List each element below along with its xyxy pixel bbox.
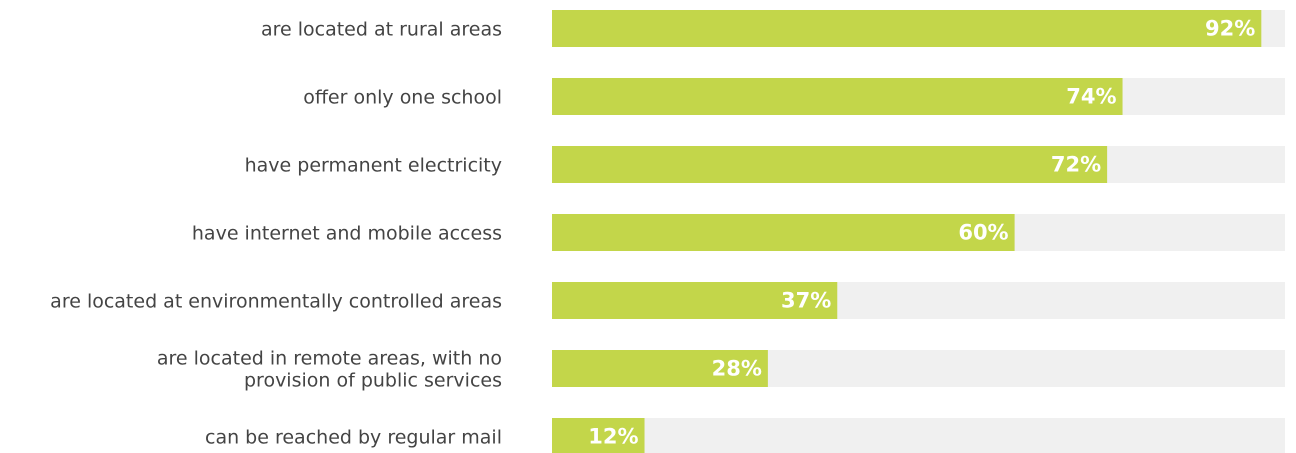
value-label: 92% bbox=[1205, 17, 1255, 41]
category-label-line: are located at environmentally controlle… bbox=[50, 291, 502, 313]
bar-track bbox=[552, 418, 1285, 453]
bars bbox=[552, 10, 1262, 453]
category-label-line: offer only one school bbox=[303, 87, 502, 109]
value-label: 60% bbox=[958, 221, 1008, 245]
value-label: 28% bbox=[712, 357, 762, 381]
category-label: offer only one school bbox=[303, 87, 502, 109]
category-label-line: have permanent electricity bbox=[245, 155, 502, 177]
value-label: 74% bbox=[1066, 85, 1116, 109]
bar bbox=[552, 10, 1262, 47]
bar bbox=[552, 418, 645, 453]
bar bbox=[552, 282, 838, 319]
bar bbox=[552, 350, 768, 387]
category-label-line: can be reached by regular mail bbox=[205, 427, 502, 449]
category-label: are located at rural areas bbox=[261, 19, 502, 41]
category-label-line: provision of public services bbox=[244, 370, 502, 392]
bar bbox=[552, 214, 1015, 251]
category-label-line: are located at rural areas bbox=[261, 19, 502, 41]
value-label: 37% bbox=[781, 289, 831, 313]
category-label: are located in remote areas, with no prov… bbox=[157, 348, 502, 392]
category-label: can be reached by regular mail bbox=[205, 427, 502, 449]
bar bbox=[552, 78, 1123, 115]
value-label: 72% bbox=[1051, 153, 1101, 177]
category-label-line: have internet and mobile access bbox=[192, 223, 502, 245]
value-label: 12% bbox=[588, 425, 638, 449]
bar bbox=[552, 146, 1108, 183]
category-label: have internet and mobile access bbox=[192, 223, 502, 245]
category-label-line: are located in remote areas, with no bbox=[157, 348, 502, 370]
value-labels: 92% 74% 72% 60% 37% 28% 12% bbox=[588, 17, 1255, 449]
category-labels: are located at rural areas offer only one… bbox=[50, 19, 502, 449]
category-label: have permanent electricity bbox=[245, 155, 502, 177]
category-label: are located at environmentally controlle… bbox=[50, 291, 502, 313]
